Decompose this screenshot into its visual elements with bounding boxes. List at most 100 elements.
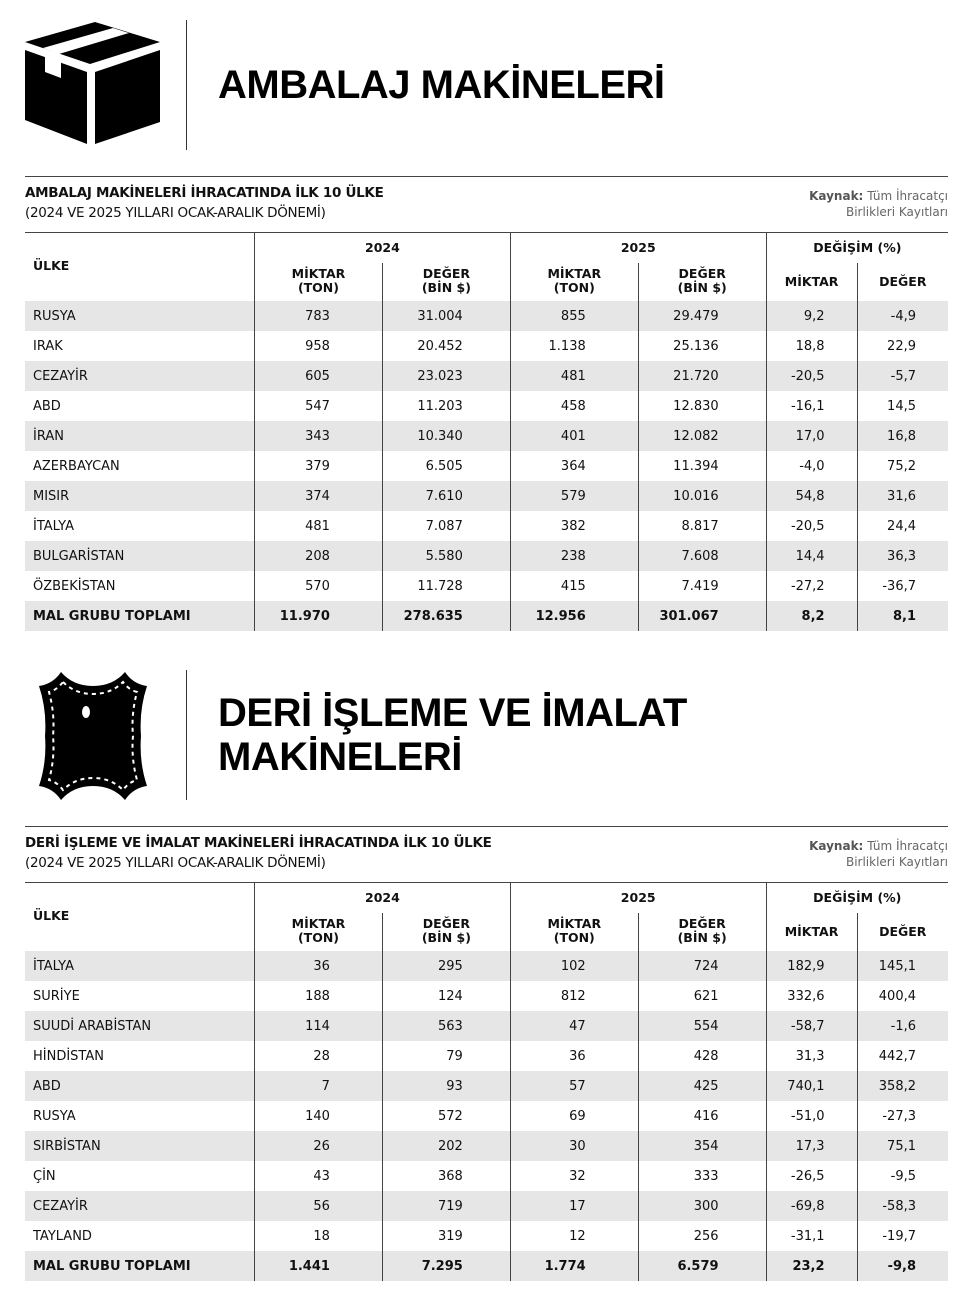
cell-val-2025: 12.830 bbox=[637, 391, 767, 421]
header-qty-change: MİKTAR bbox=[765, 263, 858, 301]
section-title: AMBALAJ MAKİNELERİ bbox=[218, 63, 665, 107]
header-qty-change: MİKTAR bbox=[765, 913, 858, 951]
table-row: CEZAYİR 56 719 17 300 -69,8 -58,3 bbox=[25, 1191, 948, 1221]
cell-qty-2024: 605 bbox=[254, 361, 383, 391]
cell-val-change: 31,6 bbox=[856, 481, 948, 511]
cell-qty-2025: 69 bbox=[509, 1101, 639, 1131]
cell-country: ÇİN bbox=[33, 1168, 56, 1184]
cell-qty-2025: 47 bbox=[509, 1011, 639, 1041]
cell-val-change: 442,7 bbox=[856, 1041, 948, 1071]
cell-val-2024: 20.452 bbox=[381, 331, 511, 361]
cell-qty-2024: 374 bbox=[254, 481, 383, 511]
cell-val-2024: 719 bbox=[381, 1191, 511, 1221]
cell-qty-2025: 32 bbox=[509, 1161, 639, 1191]
leather-hide-icon bbox=[33, 670, 153, 802]
cell-qty-2024: 547 bbox=[254, 391, 383, 421]
source-note: Kaynak: Tüm İhracatçı Birlikleri Kayıtlar… bbox=[809, 188, 948, 220]
cell-country: SURİYE bbox=[33, 988, 80, 1004]
cell-val-2025: 11.394 bbox=[637, 451, 767, 481]
table-row: SURİYE 188 124 812 621 332,6 400,4 bbox=[25, 981, 948, 1011]
cell-country: RUSYA bbox=[33, 1108, 76, 1124]
cell-qty-2025: 579 bbox=[509, 481, 639, 511]
box-icon bbox=[25, 22, 160, 144]
table-row: HİNDİSTAN 28 79 36 428 31,3 442,7 bbox=[25, 1041, 948, 1071]
cell-val-2025: 25.136 bbox=[637, 331, 767, 361]
total-qty-change: 8,2 bbox=[765, 601, 858, 631]
cell-val-change: 36,3 bbox=[856, 541, 948, 571]
section-title: MAKİNELERİ bbox=[218, 735, 462, 779]
table-row: ÖZBEKİSTAN 570 11.728 415 7.419 -27,2 -36,7 bbox=[25, 571, 948, 601]
header-change: DEĞİŞİM (%) bbox=[765, 233, 948, 263]
header-country: ÜLKE bbox=[33, 908, 70, 923]
cell-val-2024: 5.580 bbox=[381, 541, 511, 571]
total-val-change: -9,8 bbox=[856, 1251, 948, 1281]
cell-country: SIRBİSTAN bbox=[25, 1131, 255, 1161]
header-qty-2024: MİKTAR (TON) bbox=[254, 263, 383, 301]
cell-val-2024: 23.023 bbox=[381, 361, 511, 391]
divider bbox=[186, 670, 187, 800]
total-qty-2024: 11.970 bbox=[254, 601, 383, 631]
cell-val-2024: 7.610 bbox=[381, 481, 511, 511]
cell-val-change: -19,7 bbox=[856, 1221, 948, 1251]
export-table: ÜLKE 2024 2025 DEĞİŞİM (%) MİKTAR (TON) … bbox=[25, 883, 948, 1281]
cell-qty-2024: 7 bbox=[254, 1071, 383, 1101]
cell-val-change: -5,7 bbox=[856, 361, 948, 391]
cell-qty-2025: 1.138 bbox=[509, 331, 639, 361]
cell-val-2024: 11.203 bbox=[381, 391, 511, 421]
cell-qty-2025: 382 bbox=[509, 511, 639, 541]
table-title: DERİ İŞLEME VE İMALAT MAKİNELERİ İHRACAT… bbox=[25, 835, 492, 851]
table-row: SIRBİSTAN 26 202 30 354 17,3 75,1 bbox=[25, 1131, 948, 1161]
cell-qty-change: 17,3 bbox=[765, 1131, 858, 1161]
cell-qty-2025: 102 bbox=[509, 951, 639, 981]
cell-qty-change: -69,8 bbox=[765, 1191, 858, 1221]
cell-qty-2025: 12 bbox=[509, 1221, 639, 1251]
cell-qty-2025: 415 bbox=[509, 571, 639, 601]
cell-country: SUUDİ ARABİSTAN bbox=[25, 1011, 255, 1041]
cell-val-change: -36,7 bbox=[856, 571, 948, 601]
divider bbox=[186, 20, 187, 150]
cell-qty-2025: 481 bbox=[509, 361, 639, 391]
cell-val-change: -4,9 bbox=[856, 301, 948, 331]
cell-qty-change: -4,0 bbox=[765, 451, 858, 481]
cell-val-change: 22,9 bbox=[856, 331, 948, 361]
header-qty-2025: MİKTAR (TON) bbox=[509, 913, 639, 951]
table-subtitle: (2024 VE 2025 YILLARI OCAK-ARALIK DÖNEMİ… bbox=[25, 205, 326, 221]
divider bbox=[25, 232, 948, 233]
total-country: MAL GRUBU TOPLAMI bbox=[25, 1251, 255, 1281]
cell-qty-change: 14,4 bbox=[765, 541, 858, 571]
cell-qty-2024: 379 bbox=[254, 451, 383, 481]
cell-country: MISIR bbox=[25, 481, 255, 511]
table-row: MISIR 374 7.610 579 10.016 54,8 31,6 bbox=[25, 481, 948, 511]
cell-val-2025: 724 bbox=[637, 951, 767, 981]
header-qty-2025: MİKTAR (TON) bbox=[509, 263, 639, 301]
total-qty-2025: 1.774 bbox=[509, 1251, 639, 1281]
table-row: İTALYA 36 295 102 724 182,9 145,1 bbox=[25, 951, 948, 981]
total-row: MAL GRUBU TOPLAMI 1.441 7.295 1.774 6.579 23,… bbox=[25, 1251, 948, 1281]
cell-country: İRAN bbox=[25, 421, 255, 451]
section-title: DERİ İŞLEME VE İMALAT bbox=[218, 691, 687, 735]
cell-val-change: -9,5 bbox=[856, 1161, 948, 1191]
cell-qty-change: -26,5 bbox=[765, 1161, 858, 1191]
header-2024: 2024 bbox=[254, 883, 511, 913]
table-row: ABD 7 93 57 425 740,1 358,2 bbox=[25, 1071, 948, 1101]
cell-qty-change: -20,5 bbox=[765, 511, 858, 541]
cell-country: TAYLAND bbox=[33, 1228, 92, 1244]
total-val-2025: 6.579 bbox=[637, 1251, 767, 1281]
cell-val-change: 75,1 bbox=[856, 1131, 948, 1161]
cell-qty-change: -58,7 bbox=[765, 1011, 858, 1041]
cell-country: ABD bbox=[33, 398, 61, 414]
table-row: ABD 547 11.203 458 12.830 -16,1 14,5 bbox=[25, 391, 948, 421]
cell-qty-change: 54,8 bbox=[765, 481, 858, 511]
cell-qty-change: 332,6 bbox=[765, 981, 858, 1011]
header-val-2024: DEĞER (BİN $) bbox=[381, 263, 511, 301]
table-title: AMBALAJ MAKİNELERİ İHRACATINDA İLK 10 ÜL… bbox=[25, 185, 384, 201]
source-note: Kaynak: Tüm İhracatçı Birlikleri Kayıtlar… bbox=[809, 838, 948, 870]
header-val-change: DEĞER bbox=[856, 913, 948, 951]
cell-qty-change: -20,5 bbox=[765, 361, 858, 391]
cell-qty-2024: 140 bbox=[254, 1101, 383, 1131]
total-qty-2025: 12.956 bbox=[509, 601, 639, 631]
cell-qty-change: -16,1 bbox=[765, 391, 858, 421]
header-val-2025: DEĞER (BİN $) bbox=[637, 263, 767, 301]
cell-val-2024: 202 bbox=[381, 1131, 511, 1161]
header-2025: 2025 bbox=[509, 233, 767, 263]
